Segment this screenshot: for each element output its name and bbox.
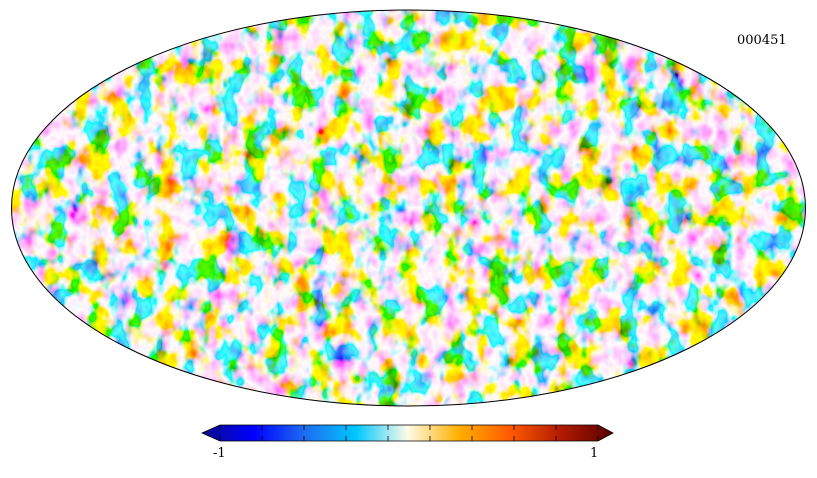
colorbar-max-label: 1 xyxy=(590,446,599,461)
colorbar xyxy=(201,424,614,442)
colorbar-bar xyxy=(201,424,614,442)
map-field xyxy=(11,10,806,406)
colorbar-ticks xyxy=(219,425,599,441)
sky-map xyxy=(11,9,806,407)
map-identifier: 000451 xyxy=(737,33,787,48)
map-outline xyxy=(11,9,806,407)
colorbar-min-label: -1 xyxy=(213,446,226,461)
